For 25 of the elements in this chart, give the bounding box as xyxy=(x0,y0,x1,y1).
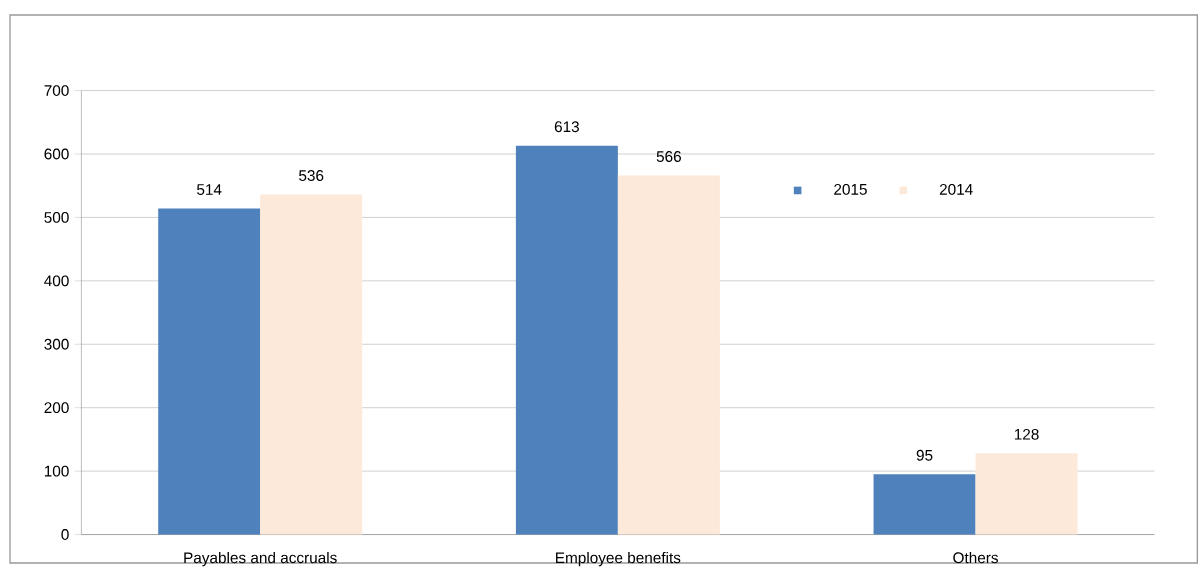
bar xyxy=(873,474,976,535)
y-tick-label: 300 xyxy=(44,338,69,350)
data-label: 514 xyxy=(197,184,222,195)
y-tick-label: 0 xyxy=(61,528,69,540)
legend-label: 2015 xyxy=(834,183,867,195)
y-tick-label: 700 xyxy=(44,84,69,96)
data-label: 95 xyxy=(916,449,933,461)
legend-label: 2014 xyxy=(939,183,973,195)
y-tick-label: 500 xyxy=(44,211,69,223)
bar xyxy=(975,453,1078,535)
bar xyxy=(617,175,720,535)
x-tick-label: Employee benefits xyxy=(556,551,681,567)
x-tick-label: Others xyxy=(953,551,998,564)
data-label: 536 xyxy=(299,169,324,181)
data-label: 613 xyxy=(554,121,579,132)
bar xyxy=(158,208,261,535)
y-tick-label: 400 xyxy=(44,275,69,287)
y-tick-label: 600 xyxy=(44,148,69,160)
data-label: 128 xyxy=(1014,428,1039,440)
y-tick-label: 200 xyxy=(44,402,69,413)
bar xyxy=(515,145,618,535)
x-tick-label: Payables and accruals xyxy=(184,551,337,567)
bar xyxy=(260,194,363,535)
y-tick-label: 100 xyxy=(44,465,69,477)
data-label: 566 xyxy=(656,150,681,162)
